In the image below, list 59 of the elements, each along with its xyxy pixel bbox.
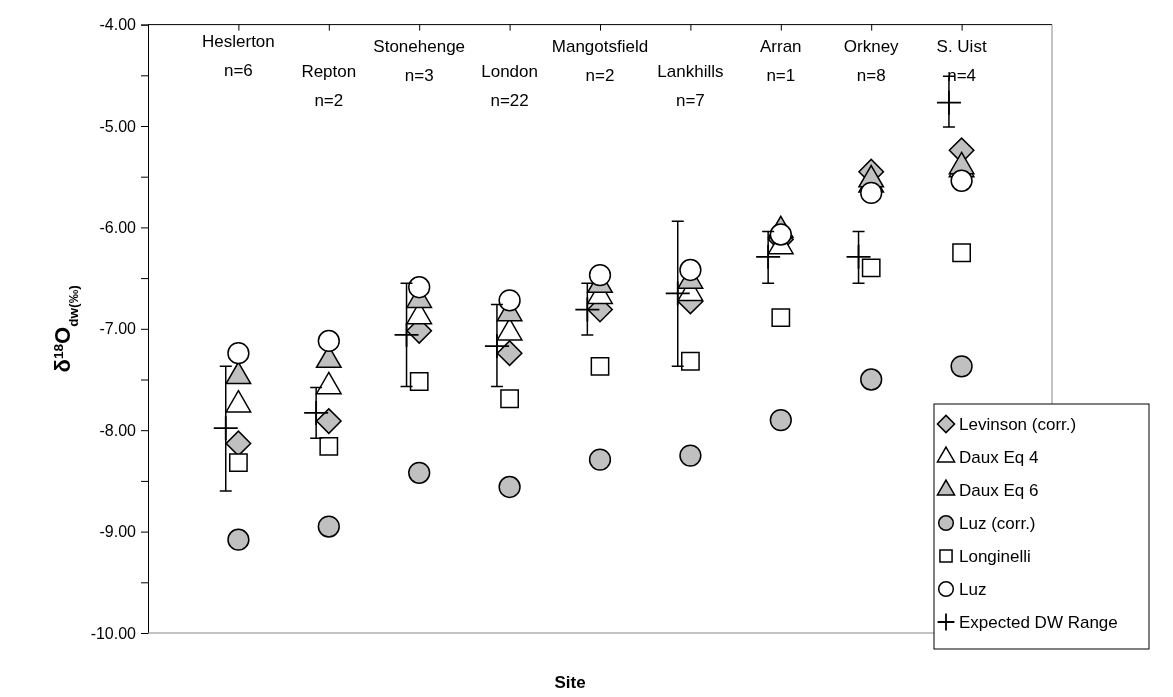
point — [950, 355, 973, 378]
x-tick-label: Heslerton — [202, 31, 275, 51]
y-tick-label: -8.00 — [99, 421, 137, 439]
point — [496, 340, 523, 367]
point — [590, 356, 610, 376]
point — [861, 258, 881, 278]
annotation: n=3 — [404, 65, 434, 85]
point — [498, 475, 521, 499]
x-tick-label: Lankhills — [657, 61, 724, 81]
annotation: n=4 — [947, 65, 977, 85]
x-tick-label: Repton — [301, 61, 357, 81]
point — [227, 528, 250, 551]
x-tick-label: S. Uist — [936, 36, 987, 56]
y-tick-label: -7.00 — [99, 320, 137, 338]
x-tick-label: Arran — [760, 36, 802, 56]
annotation: n=6 — [223, 60, 253, 80]
x-tick-label: London — [481, 61, 538, 81]
y-tick-label: -9.00 — [99, 523, 137, 541]
point — [498, 289, 521, 312]
annotation: n=8 — [856, 65, 886, 85]
x-tick-label: Stonehenge — [373, 36, 466, 56]
point — [315, 408, 342, 435]
point — [588, 263, 612, 287]
point — [319, 437, 339, 456]
point — [769, 408, 792, 432]
annotation: n=7 — [675, 90, 705, 110]
y-tick-label: -10.00 — [90, 624, 137, 642]
annotation: n=2 — [314, 90, 344, 110]
point — [228, 453, 248, 473]
point — [679, 444, 702, 467]
point — [500, 389, 520, 409]
point — [588, 448, 612, 471]
y-tick-label: -5.00 — [99, 117, 137, 135]
y-tick-label: -4.00 — [99, 16, 137, 34]
point — [409, 372, 429, 391]
x-tick-label: Mangotsfield — [551, 36, 649, 56]
point — [679, 258, 702, 282]
point — [317, 515, 340, 538]
annotation: n=1 — [766, 65, 796, 85]
legend-label: Daux Eq 4 — [959, 448, 1039, 467]
y-tick-label: -6.00 — [99, 219, 137, 237]
point — [952, 243, 972, 263]
point — [860, 181, 883, 205]
legend-label: Levinson (corr.) — [959, 415, 1077, 434]
annotation: n=22 — [490, 90, 529, 110]
legend-label: Daux Eq 6 — [959, 481, 1039, 500]
point — [408, 461, 431, 484]
point — [950, 169, 973, 192]
legend-label: Longinelli — [959, 547, 1031, 566]
x-tick-label: Orkney — [843, 36, 900, 56]
legend-label: Expected DW Range — [959, 613, 1118, 632]
point — [860, 368, 883, 391]
annotation: n=2 — [585, 65, 615, 85]
point — [680, 351, 700, 371]
point — [771, 308, 791, 328]
legend-label: Luz — [959, 580, 987, 599]
x-axis-title: Site — [554, 673, 586, 692]
point — [408, 276, 431, 299]
legend-label: Luz (corr.) — [959, 514, 1036, 533]
